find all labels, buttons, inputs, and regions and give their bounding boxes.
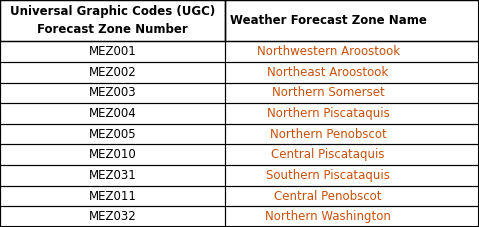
Bar: [0, 62, 225, 83]
Text: MEZ005: MEZ005: [89, 128, 137, 141]
Bar: [225, 103, 479, 124]
Text: MEZ031: MEZ031: [89, 169, 137, 182]
Text: MEZ004: MEZ004: [89, 107, 137, 120]
Bar: [0, 0, 225, 41]
Text: Northeast Aroostook: Northeast Aroostook: [267, 66, 389, 79]
Text: Northern Piscataquis: Northern Piscataquis: [267, 107, 389, 120]
Text: Forecast Zone Number: Forecast Zone Number: [37, 23, 188, 36]
Text: Northern Somerset: Northern Somerset: [272, 86, 385, 99]
Bar: [225, 144, 479, 165]
Bar: [0, 124, 225, 144]
Bar: [225, 124, 479, 144]
Bar: [225, 41, 479, 62]
Text: Universal Graphic Codes (UGC): Universal Graphic Codes (UGC): [10, 5, 215, 18]
Bar: [225, 165, 479, 186]
Bar: [0, 41, 225, 62]
Bar: [225, 0, 479, 41]
Text: Southern Piscataquis: Southern Piscataquis: [266, 169, 390, 182]
Bar: [0, 186, 225, 206]
Text: Weather Forecast Zone Name: Weather Forecast Zone Name: [229, 14, 427, 27]
Text: MEZ010: MEZ010: [89, 148, 137, 161]
Text: Northwestern Aroostook: Northwestern Aroostook: [257, 45, 399, 58]
Text: Central Penobscot: Central Penobscot: [274, 190, 382, 202]
Bar: [0, 83, 225, 103]
Bar: [0, 165, 225, 186]
Text: MEZ003: MEZ003: [89, 86, 137, 99]
Text: MEZ002: MEZ002: [89, 66, 137, 79]
Bar: [225, 62, 479, 83]
Text: MEZ001: MEZ001: [89, 45, 137, 58]
Bar: [225, 83, 479, 103]
Bar: [225, 186, 479, 206]
Text: Central Piscataquis: Central Piscataquis: [272, 148, 385, 161]
Bar: [0, 144, 225, 165]
Text: MEZ011: MEZ011: [89, 190, 137, 202]
Text: Northern Washington: Northern Washington: [265, 210, 391, 223]
Text: Northern Penobscot: Northern Penobscot: [270, 128, 387, 141]
Bar: [0, 103, 225, 124]
Text: MEZ032: MEZ032: [89, 210, 137, 223]
Bar: [0, 206, 225, 227]
Bar: [225, 206, 479, 227]
